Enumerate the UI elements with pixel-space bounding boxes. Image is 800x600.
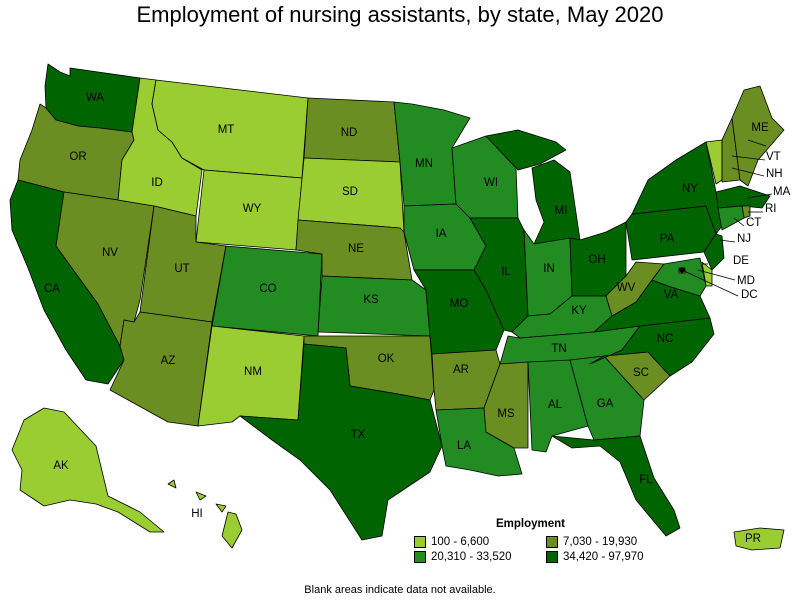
state-ks[interactable] (317, 275, 431, 337)
map-legend: Employment 100 - 6,600 7,030 - 19,930 20… (414, 518, 694, 563)
state-label-ak: AK (53, 460, 69, 472)
state-label-ne: NE (348, 243, 364, 255)
state-me[interactable] (731, 85, 785, 187)
state-label-la: LA (457, 440, 471, 452)
state-label-ca: CA (44, 283, 60, 295)
legend-swatch-2 (546, 536, 558, 548)
legend-label-4: 34,420 - 97,970 (563, 551, 644, 563)
state-label-tx: TX (351, 429, 366, 441)
legend-item-3: 20,310 - 33,520 (414, 551, 546, 563)
legend-label-3: 20,310 - 33,520 (431, 551, 512, 563)
state-ms[interactable] (483, 361, 529, 449)
state-label-ia: IA (436, 228, 447, 240)
state-label-vt: VT (766, 151, 781, 163)
state-label-wv: WV (617, 282, 636, 294)
map-title: Employment of nursing assistants, by sta… (136, 2, 664, 27)
state-pr[interactable] (733, 527, 785, 551)
legend-item-4: 34,420 - 97,970 (546, 551, 696, 563)
state-label-md: MD (737, 275, 755, 287)
state-label-nv: NV (102, 247, 118, 259)
state-label-az: AZ (161, 355, 176, 367)
legend-swatch-4 (546, 551, 558, 563)
state-ma[interactable] (715, 185, 771, 209)
state-label-va: VA (664, 289, 679, 301)
state-label-ar: AR (453, 364, 469, 376)
state-label-oh: OH (588, 254, 605, 266)
state-label-nj: NJ (737, 233, 751, 245)
state-label-ga: GA (597, 398, 614, 410)
state-label-sd: SD (342, 186, 358, 198)
state-md[interactable] (651, 257, 707, 297)
state-label-al: AL (548, 399, 563, 411)
state-nj[interactable] (703, 233, 725, 271)
state-fl[interactable] (551, 435, 681, 537)
dc-marker (679, 267, 685, 273)
state-ct[interactable] (717, 205, 745, 231)
state-label-wy: WY (243, 203, 262, 215)
state-label-il: IL (501, 266, 511, 278)
state-tx[interactable] (239, 343, 443, 541)
legend-items: 100 - 6,600 7,030 - 19,930 20,310 - 33,5… (414, 536, 694, 563)
state-label-hi: HI (191, 508, 203, 520)
state-label-pa: PA (660, 233, 675, 245)
state-label-ky: KY (571, 305, 587, 317)
state-label-ut: UT (174, 263, 189, 275)
state-label-mt: MT (218, 124, 235, 136)
state-az[interactable] (109, 311, 213, 427)
state-label-wa: WA (86, 92, 104, 104)
state-label-co: CO (259, 283, 276, 295)
state-label-sc: SC (633, 367, 649, 379)
state-label-ct: CT (746, 217, 761, 229)
state-label-nm: NM (244, 366, 262, 378)
state-label-ma: MA (773, 186, 791, 198)
state-label-fl: FL (639, 474, 653, 486)
state-label-de: DE (733, 255, 749, 267)
legend-title: Employment (496, 518, 566, 530)
legend-label-2: 7,030 - 19,930 (563, 536, 638, 548)
state-label-ms: MS (497, 408, 515, 420)
legend-swatch-1 (414, 536, 426, 548)
state-label-ny: NY (682, 183, 698, 195)
legend-item-1: 100 - 6,600 (414, 536, 546, 548)
state-label-mo: MO (450, 298, 469, 310)
state-label-ok: OK (378, 353, 395, 365)
state-label-or: OR (69, 151, 86, 163)
state-ak[interactable] (11, 407, 165, 533)
legend-label-1: 100 - 6,600 (431, 536, 490, 548)
state-label-dc: DC (741, 289, 758, 301)
state-label-in: IN (543, 263, 555, 275)
state-label-id: ID (151, 177, 163, 189)
state-label-nh: NH (766, 168, 783, 180)
state-il[interactable] (469, 217, 529, 333)
state-label-mn: MN (415, 158, 433, 170)
state-nc[interactable] (589, 317, 715, 377)
state-label-pr: PR (745, 533, 761, 545)
state-label-mi: MI (555, 205, 568, 217)
state-label-wi: WI (484, 177, 498, 189)
legend-item-2: 7,030 - 19,930 (546, 536, 696, 548)
state-label-ri: RI (765, 203, 777, 215)
state-hi[interactable] (167, 479, 243, 549)
state-label-nc: NC (657, 333, 674, 345)
legend-swatch-3 (414, 551, 426, 563)
footnote: Blank areas indicate data not available. (304, 584, 496, 596)
state-label-ks: KS (363, 294, 379, 306)
state-label-nd: ND (341, 127, 358, 139)
state-label-me: ME (751, 122, 769, 134)
state-label-tn: TN (551, 343, 566, 355)
